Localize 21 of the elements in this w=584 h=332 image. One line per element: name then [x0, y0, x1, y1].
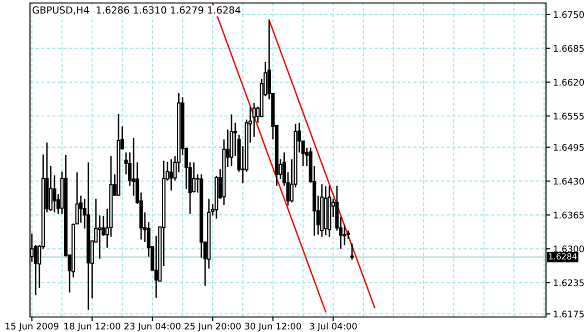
y-tick-label: 1.6555: [554, 112, 584, 120]
y-tick-label: 1.6685: [554, 45, 584, 52]
y-tick-label: 1.6175: [554, 310, 584, 318]
y-tick-label: 1.6750: [554, 11, 584, 18]
x-tick-label: 23 Jun 04:00: [124, 322, 180, 332]
x-tick-label: 15 Jun 2009: [6, 322, 58, 332]
y-tick-label: 1.6430: [554, 178, 584, 185]
candlestick: [169, 158, 174, 192]
y-tick-label: 1.6235: [554, 279, 584, 286]
ref-line-label: 1.6284: [548, 253, 577, 260]
y-tick-label: 1.6620: [554, 78, 584, 86]
x-tick-label: 25 Jun 20:00: [184, 322, 241, 332]
x-tick-label: 3 Jul 04:00: [310, 322, 357, 332]
candlestick: [350, 242, 354, 260]
chart-title: GBPUSD,H4 1.6286 1.6310 1.6279 1.6284: [32, 6, 240, 15]
x-tick-label: 30 Jun 12:00: [244, 322, 302, 332]
candlestick: [192, 162, 196, 194]
candlestick: [52, 174, 56, 214]
y-tick-label: 1.6365: [554, 212, 584, 218]
x-tick-label: 18 Jun 12:00: [64, 322, 120, 332]
y-tick-label: 1.6495: [554, 144, 584, 151]
